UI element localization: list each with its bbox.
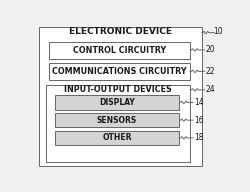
- Text: OTHER: OTHER: [102, 133, 132, 142]
- Bar: [49, 63, 190, 80]
- Text: 16: 16: [194, 116, 203, 125]
- Bar: [49, 41, 190, 59]
- Text: 20: 20: [206, 46, 215, 55]
- Text: 14: 14: [194, 98, 203, 107]
- Bar: [54, 95, 180, 109]
- Text: CONTROL CIRCUITRY: CONTROL CIRCUITRY: [73, 46, 166, 55]
- Text: COMMUNICATIONS CIRCUITRY: COMMUNICATIONS CIRCUITRY: [52, 67, 187, 76]
- Text: 10: 10: [214, 27, 223, 36]
- Text: INPUT-OUTPUT DEVICES: INPUT-OUTPUT DEVICES: [64, 85, 172, 94]
- Text: 18: 18: [194, 133, 203, 142]
- Bar: [46, 85, 190, 162]
- Text: ELECTRONIC DEVICE: ELECTRONIC DEVICE: [69, 27, 172, 36]
- Text: SENSORS: SENSORS: [97, 116, 137, 125]
- Text: 22: 22: [206, 67, 215, 76]
- Bar: [39, 27, 202, 166]
- Text: 24: 24: [206, 85, 215, 94]
- Bar: [54, 113, 180, 127]
- Bar: [54, 131, 180, 145]
- Text: DISPLAY: DISPLAY: [99, 98, 135, 107]
